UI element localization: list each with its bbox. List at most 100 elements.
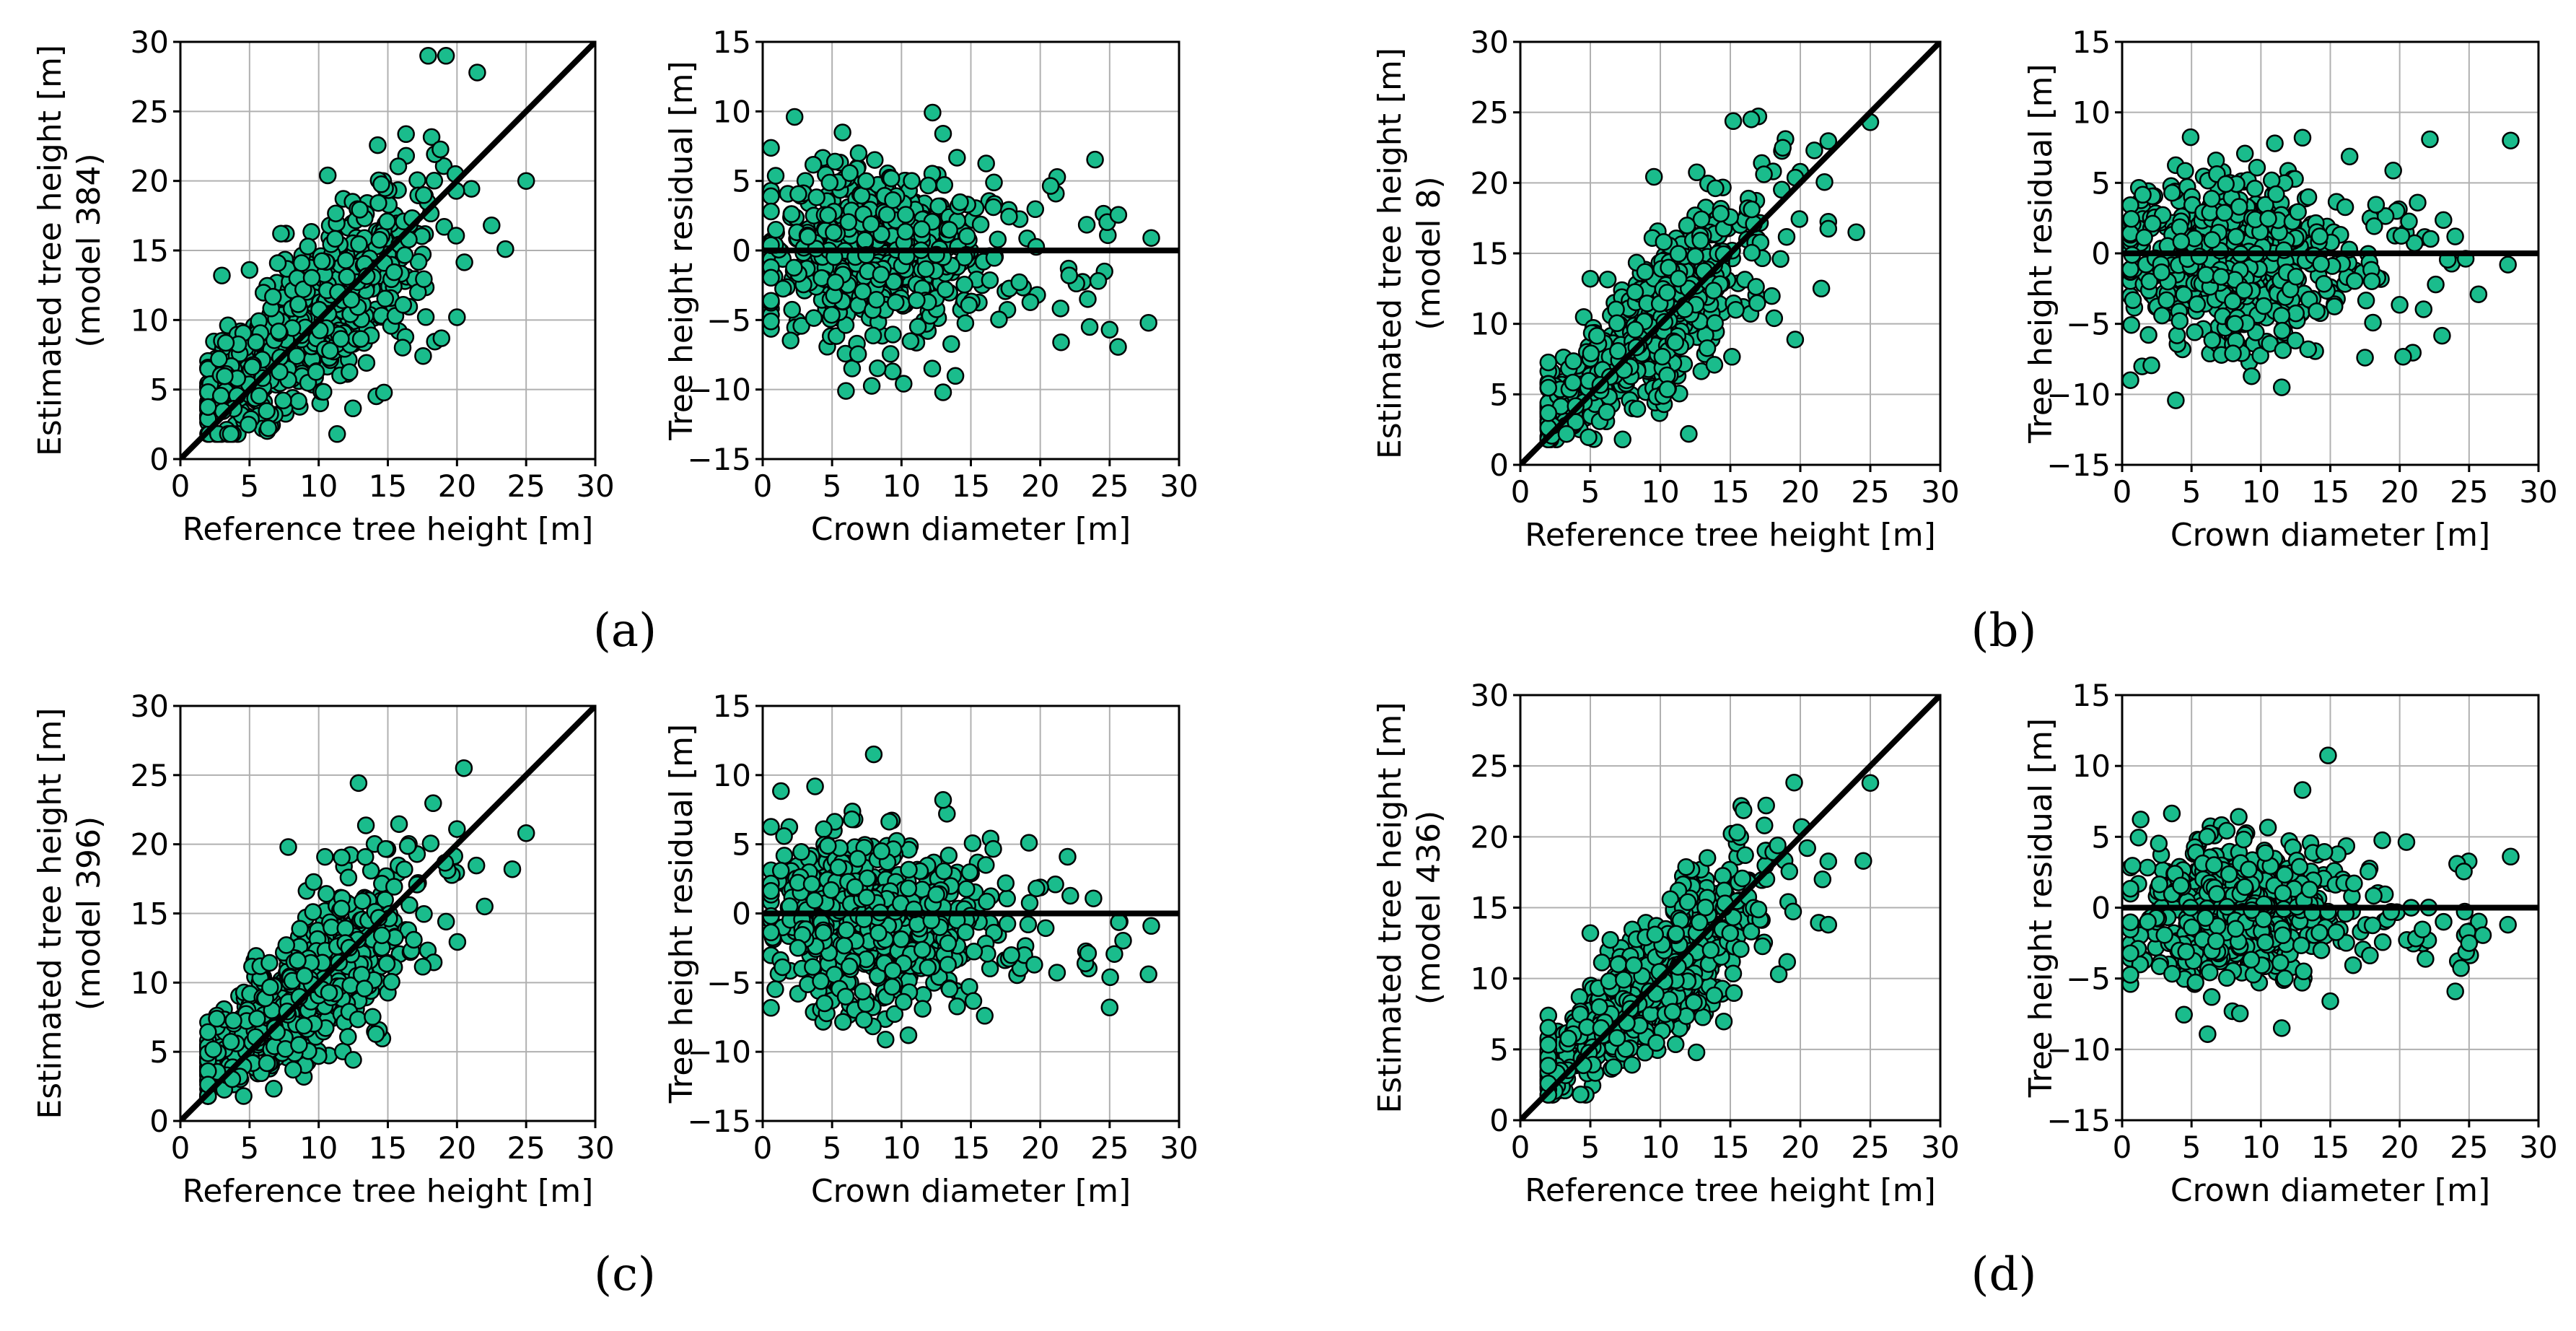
y-tick-label: −5 [2066,307,2111,342]
x-tick-label: 0 [753,1130,773,1166]
data-point [468,64,486,82]
data-point [415,270,433,288]
data-point [1609,342,1627,360]
data-point [395,860,413,878]
data-point [342,291,361,309]
data-point [1815,173,1834,191]
data-point [1723,348,1741,366]
data-point [2293,128,2312,147]
data-point [222,1033,240,1051]
data-point [774,958,792,977]
data-point [416,308,435,326]
data-point [763,187,780,206]
data-point [2243,367,2261,385]
data-point [1743,200,1761,219]
data-point [344,1051,362,1069]
data-point [1002,946,1020,964]
data-point [2224,292,2242,310]
data-point [998,889,1016,908]
data-point [299,237,317,256]
data-point [317,885,336,903]
data-point [413,958,432,976]
data-point [1608,314,1626,333]
data-point [247,333,266,352]
data-point [199,398,217,416]
panel-label-a: (a) [593,604,657,658]
data-point [455,759,473,777]
data-point [1598,270,1617,289]
data-point [852,186,871,205]
x-tick-label: 0 [171,1130,190,1166]
data-point [1139,313,1157,332]
data-point [2168,326,2186,344]
data-point [946,367,965,385]
data-point [431,140,450,159]
data-point [789,185,807,204]
data-point [2421,130,2439,149]
data-point [883,977,901,996]
data-point [2326,297,2344,315]
data-point [763,202,780,221]
data-point [208,1010,226,1028]
x-axis-label: Reference tree height [m] [1525,517,1936,554]
x-tick-label: 25 [2450,474,2488,510]
data-point [2215,204,2234,222]
data-point [496,240,514,258]
data-point [2139,326,2157,344]
data-point [869,359,887,378]
data-point [1778,953,1797,971]
y-axis-label: Tree height residual [m] [2023,64,2059,443]
data-point [2122,260,2139,279]
data-point [896,206,915,224]
data-point [924,103,942,122]
data-point [767,221,785,239]
x-tick-label: 5 [823,1130,842,1166]
y-tick-label: 5 [732,164,751,199]
data-point [774,279,792,298]
data-point [858,869,877,888]
x-tick-label: 15 [952,468,990,504]
data-point [268,254,287,272]
data-point [2409,193,2427,211]
data-point [854,982,872,1000]
data-point [372,175,390,193]
data-point [320,983,338,1002]
data-point [1692,210,1711,229]
data-point [377,954,396,973]
x-tick-label: 10 [882,468,921,504]
data-point [332,899,351,918]
y-tick-label: 5 [1489,377,1509,412]
data-point [2340,147,2359,166]
data-point [2356,349,2374,367]
data-point [2446,227,2464,245]
data-point [976,1007,994,1025]
data-point [235,1087,253,1105]
data-point [940,221,958,239]
data-point [1046,876,1064,894]
y-axis-label: (model 396) [71,816,108,1011]
data-point [376,289,395,308]
data-point [948,998,966,1016]
data-point [291,920,309,938]
data-point [1539,404,1558,422]
data-point [270,322,288,341]
y-tick-label: 0 [732,896,751,932]
data-point [1079,944,1098,962]
data-point [1669,269,1688,288]
data-point [1780,863,1799,881]
data-point [211,387,230,405]
data-point [1812,279,1831,298]
data-point [305,873,323,891]
data-point [1019,915,1038,934]
data-point [199,1023,217,1042]
x-tick-label: 25 [507,468,545,504]
data-point [1655,232,1673,251]
data-point [984,839,1002,858]
data-point [1743,243,1761,262]
data-point [337,251,355,269]
data-point [210,350,228,368]
data-point [781,331,799,349]
data-point [1847,223,1865,241]
data-point [2167,391,2185,409]
data-point [394,296,413,314]
